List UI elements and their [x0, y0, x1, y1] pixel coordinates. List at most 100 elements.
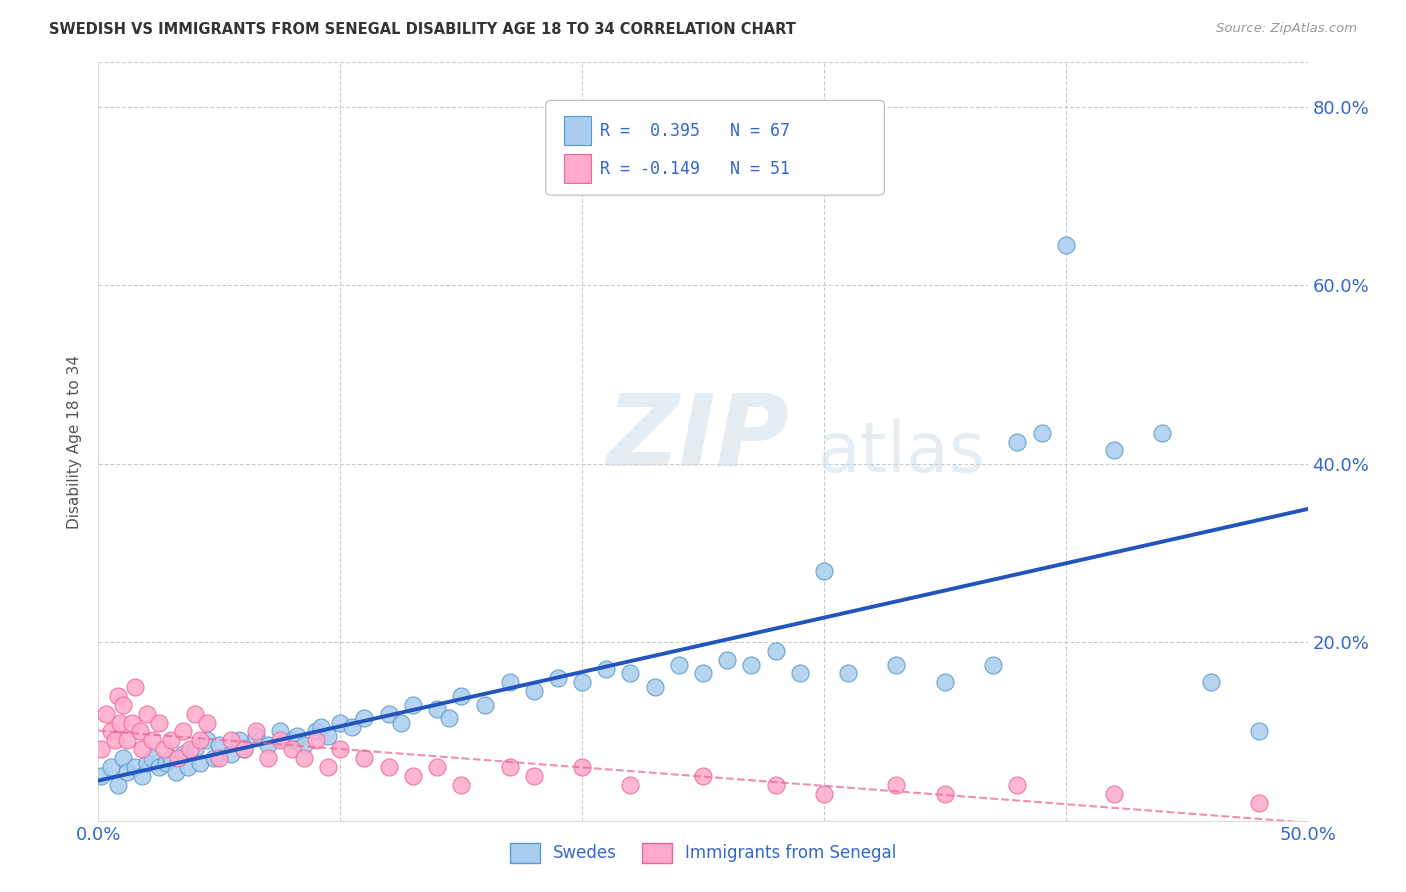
Point — [124, 680, 146, 694]
Point — [692, 666, 714, 681]
Point — [172, 747, 194, 761]
Point — [281, 742, 304, 756]
Bar — [564, 116, 591, 145]
Point — [107, 778, 129, 792]
Point — [309, 720, 332, 734]
Point — [1102, 787, 1125, 801]
Point — [498, 675, 520, 690]
Point — [208, 738, 231, 752]
Point — [111, 751, 134, 765]
Point — [813, 787, 835, 801]
Point — [285, 729, 308, 743]
Point — [269, 724, 291, 739]
Point — [329, 715, 352, 730]
Point — [934, 675, 956, 690]
Text: Source: ZipAtlas.com: Source: ZipAtlas.com — [1216, 22, 1357, 36]
Point — [177, 760, 200, 774]
Point — [135, 706, 157, 721]
Point — [135, 756, 157, 770]
Point — [111, 698, 134, 712]
Point — [104, 733, 127, 747]
Point — [692, 769, 714, 783]
Point — [789, 666, 811, 681]
Point — [316, 729, 339, 743]
Point — [316, 760, 339, 774]
Text: atlas: atlas — [818, 419, 986, 486]
Point — [450, 778, 472, 792]
Point — [232, 742, 254, 756]
Point — [1007, 778, 1029, 792]
Point — [90, 742, 112, 756]
Point — [117, 733, 139, 747]
Point — [292, 738, 315, 752]
Point — [167, 751, 190, 765]
Point — [886, 657, 908, 672]
Point — [269, 733, 291, 747]
Y-axis label: Disability Age 18 to 34: Disability Age 18 to 34 — [67, 354, 83, 529]
Point — [90, 769, 112, 783]
Point — [837, 666, 859, 681]
Point — [281, 733, 304, 747]
Point — [377, 760, 399, 774]
Point — [329, 742, 352, 756]
Point — [305, 724, 328, 739]
Point — [1031, 425, 1053, 440]
Text: SWEDISH VS IMMIGRANTS FROM SENEGAL DISABILITY AGE 18 TO 34 CORRELATION CHART: SWEDISH VS IMMIGRANTS FROM SENEGAL DISAB… — [49, 22, 796, 37]
Point — [740, 657, 762, 672]
Point — [184, 742, 207, 756]
Point — [547, 671, 569, 685]
Point — [141, 751, 163, 765]
Point — [353, 711, 375, 725]
Point — [124, 760, 146, 774]
Point — [245, 724, 267, 739]
Point — [1249, 724, 1271, 739]
Point — [668, 657, 690, 672]
Point — [148, 715, 170, 730]
Point — [172, 724, 194, 739]
Point — [1007, 434, 1029, 449]
Point — [934, 787, 956, 801]
Point — [152, 742, 174, 756]
Point — [619, 778, 641, 792]
Point — [292, 751, 315, 765]
Point — [644, 680, 666, 694]
Point — [179, 742, 201, 756]
FancyBboxPatch shape — [546, 100, 884, 195]
Point — [377, 706, 399, 721]
Point — [765, 644, 787, 658]
Point — [402, 769, 425, 783]
Point — [1249, 796, 1271, 810]
Point — [221, 733, 243, 747]
Point — [1054, 238, 1077, 252]
Point — [981, 657, 1004, 672]
Point — [402, 698, 425, 712]
Point — [108, 715, 131, 730]
Point — [523, 769, 546, 783]
Point — [1199, 675, 1222, 690]
Point — [389, 715, 412, 730]
Text: ZIP: ZIP — [606, 389, 789, 486]
Point — [100, 724, 122, 739]
Point — [716, 653, 738, 667]
Point — [305, 733, 328, 747]
Point — [426, 760, 449, 774]
Text: R = -0.149   N = 51: R = -0.149 N = 51 — [600, 160, 790, 178]
Point — [165, 764, 187, 779]
Point — [204, 751, 226, 765]
Point — [160, 733, 183, 747]
Point — [100, 760, 122, 774]
Point — [160, 751, 183, 765]
Point — [886, 778, 908, 792]
Point — [523, 684, 546, 698]
Point — [131, 769, 153, 783]
Point — [121, 715, 143, 730]
Point — [195, 715, 218, 730]
Point — [228, 733, 250, 747]
Bar — [564, 154, 591, 183]
Point — [148, 760, 170, 774]
Point — [619, 666, 641, 681]
Point — [256, 738, 278, 752]
Point — [426, 702, 449, 716]
Point — [141, 733, 163, 747]
Point — [450, 689, 472, 703]
